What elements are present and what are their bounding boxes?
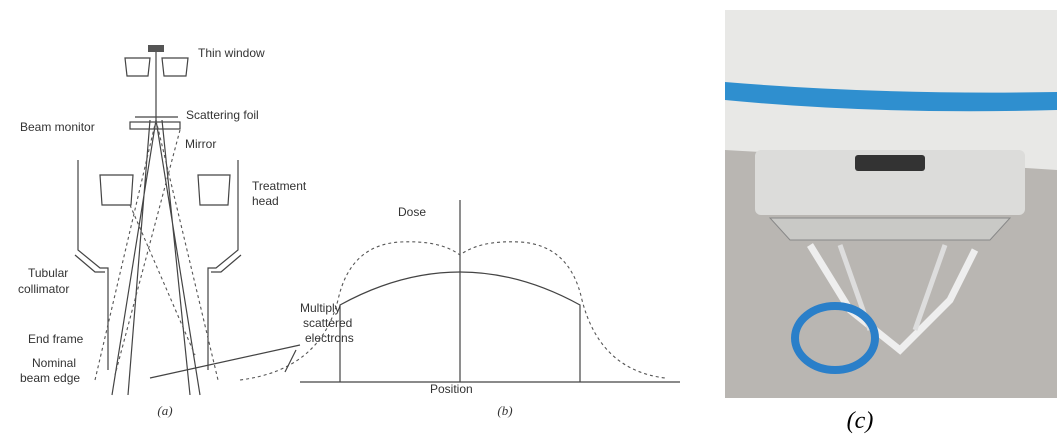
caption: (c) <box>847 408 874 434</box>
dose-profile <box>339 271 581 382</box>
label: Thin window <box>198 46 265 60</box>
head-housing <box>755 150 1025 215</box>
beam-edges <box>111 52 201 396</box>
collimator-walls <box>74 160 242 370</box>
label: Tubular collimator <box>18 266 69 296</box>
gantry <box>725 10 1057 170</box>
primary-collimator <box>124 57 189 77</box>
panel-b: Dose Multiply scattered electrons Position… <box>149 200 680 418</box>
label: Beam monitor <box>20 120 95 134</box>
applicator-frame <box>807 243 979 355</box>
panel-a: Thin window Scattering foil Beam monitor… <box>18 45 307 418</box>
display <box>855 155 925 171</box>
caption: (b) <box>497 403 512 418</box>
blue-ring <box>791 302 879 374</box>
label: Scattering foil <box>186 108 259 122</box>
head-blocks <box>99 174 231 206</box>
caption: (a) <box>157 403 172 418</box>
label: Mirror <box>185 137 216 151</box>
scattered-rays <box>94 119 219 381</box>
scattered-profile <box>239 241 666 381</box>
label: Dose <box>398 205 426 219</box>
label: Treatment head <box>252 179 307 208</box>
label: End frame <box>28 332 84 346</box>
label: Multiply scattered electrons <box>300 301 354 345</box>
pointer <box>149 344 301 379</box>
label: Position <box>430 382 473 396</box>
panel-c: (c) <box>725 10 1057 434</box>
blue-stripe <box>725 82 1057 112</box>
label: Nominal beam edge <box>20 356 80 385</box>
mount <box>768 217 1012 241</box>
source <box>148 45 164 52</box>
